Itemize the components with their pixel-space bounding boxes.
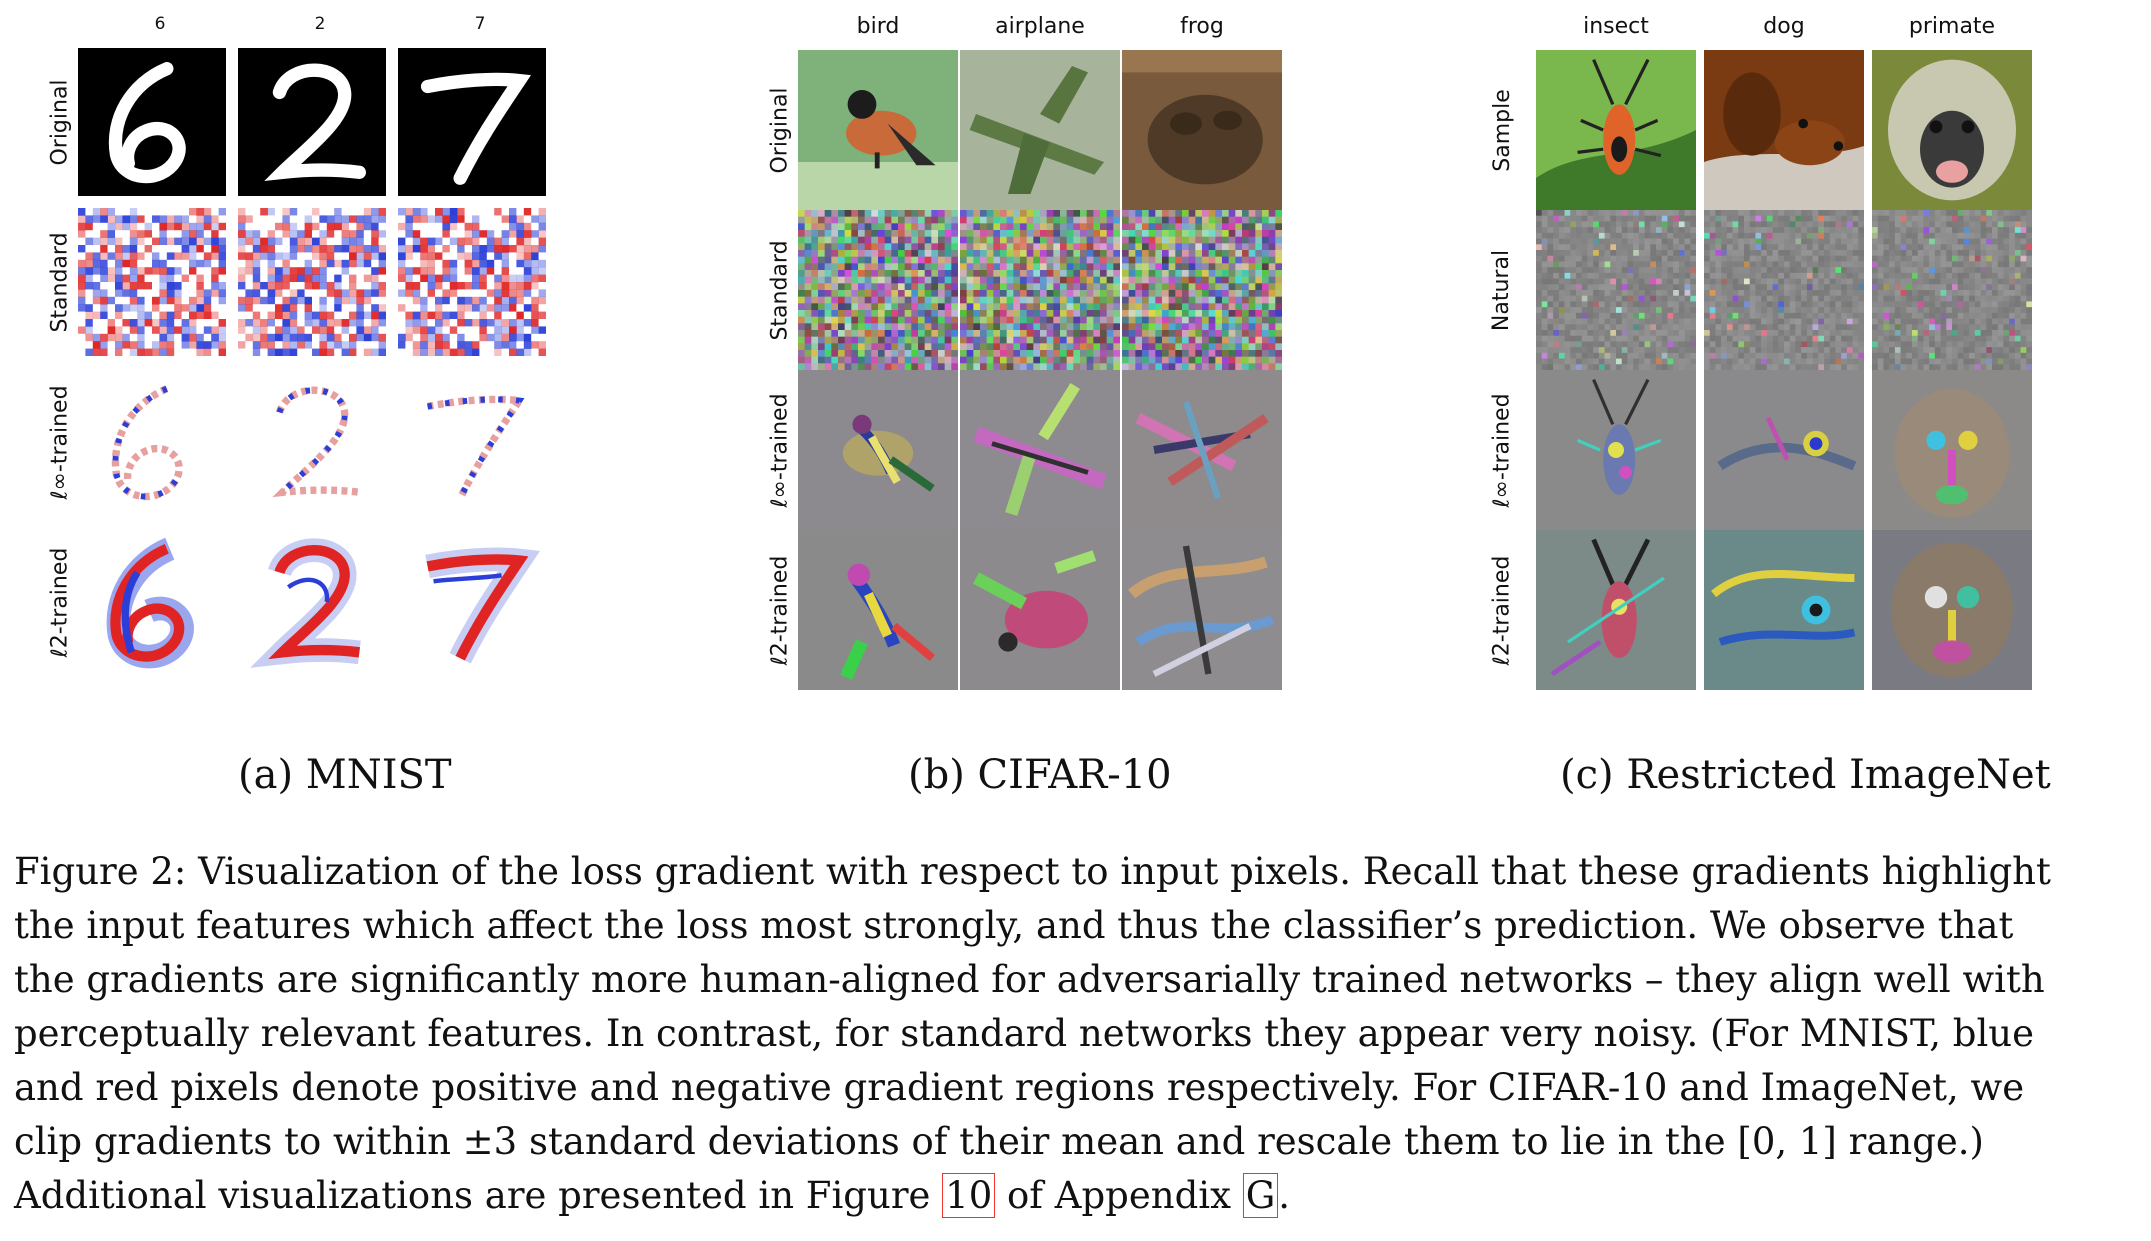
- caption-last-line: Additional visualizations are presented …: [14, 1169, 2144, 1223]
- cifar-original-bird: [798, 50, 958, 210]
- caption-line: perceptually relevant features. In contr…: [14, 1012, 2035, 1055]
- cifar-linf-bird: [798, 370, 958, 530]
- column-header: 7: [474, 14, 486, 34]
- imagenet-sample-insect: [1536, 50, 1696, 210]
- row-label: Original: [767, 86, 793, 174]
- imagenet-natural-primate: [1872, 210, 2032, 370]
- mnist-original-6: [78, 48, 226, 196]
- cifar-standard-bird: [798, 210, 958, 370]
- caption-line: the input features which affect the loss…: [14, 904, 2014, 947]
- mnist-l2-7: [398, 528, 546, 676]
- caption-line: Figure 2: Visualization of the loss grad…: [14, 850, 2051, 893]
- column-header: 2: [314, 14, 326, 34]
- imagenet-natural-dog: [1704, 210, 1864, 370]
- subcaption-mnist: (a) MNIST: [238, 752, 452, 798]
- imagenet-l2-insect: [1536, 530, 1696, 690]
- cifar-standard-frog: [1122, 210, 1282, 370]
- imagenet-linf-insect: [1536, 370, 1696, 530]
- imagenet-l2-dog: [1704, 530, 1864, 690]
- row-label: ℓ2-trained: [47, 547, 73, 657]
- caption-text: of Appendix: [995, 1174, 1243, 1217]
- caption-text: Additional visualizations are presented …: [14, 1174, 943, 1217]
- row-label: Sample: [1489, 88, 1515, 172]
- column-header: primate: [1908, 14, 1996, 39]
- mnist-l2-2: [238, 528, 386, 676]
- mnist-linf-6: [78, 368, 226, 516]
- mnist-original-2: [238, 48, 386, 196]
- column-header: airplane: [995, 14, 1085, 39]
- mnist-standard-6: [78, 208, 226, 356]
- imagenet-linf-dog: [1704, 370, 1864, 530]
- caption-text: .: [1278, 1174, 1291, 1217]
- imagenet-linf-primate: [1872, 370, 2032, 530]
- cifar-l2-airplane: [960, 530, 1120, 690]
- row-label: Standard: [767, 239, 793, 341]
- mnist-linf-7: [398, 368, 546, 516]
- row-label: ℓ∞-trained: [767, 392, 793, 508]
- cifar-l2-frog: [1122, 530, 1282, 690]
- row-label: Original: [47, 78, 73, 166]
- row-label: ℓ2-trained: [1489, 555, 1515, 665]
- column-header: insect: [1583, 14, 1649, 39]
- caption-line: clip gradients to within ±3 standard dev…: [14, 1120, 1984, 1163]
- column-header: 6: [154, 14, 166, 34]
- cifar-linf-airplane: [960, 370, 1120, 530]
- caption-line: the gradients are significantly more hum…: [14, 958, 2045, 1001]
- column-header: frog: [1180, 14, 1224, 39]
- mnist-original-7: [398, 48, 546, 196]
- mnist-standard-2: [238, 208, 386, 356]
- imagenet-sample-primate: [1872, 50, 2032, 210]
- column-header: dog: [1763, 14, 1805, 39]
- imagenet-l2-primate: [1872, 530, 2032, 690]
- column-header: bird: [856, 14, 900, 39]
- mnist-linf-2: [238, 368, 386, 516]
- cifar-original-airplane: [960, 50, 1120, 210]
- cifar-l2-bird: [798, 530, 958, 690]
- imagenet-sample-dog: [1704, 50, 1864, 210]
- mnist-l2-6: [78, 528, 226, 676]
- figure-caption: Figure 2: Visualization of the loss grad…: [14, 845, 2144, 1223]
- mnist-standard-7: [398, 208, 546, 356]
- row-label: Standard: [47, 231, 73, 333]
- cifar-linf-frog: [1122, 370, 1282, 530]
- imagenet-natural-insect: [1536, 210, 1696, 370]
- cifar-standard-airplane: [960, 210, 1120, 370]
- caption-line: and red pixels denote positive and negat…: [14, 1066, 2025, 1109]
- row-label: Natural: [1489, 249, 1515, 331]
- row-label: ℓ∞-trained: [47, 384, 73, 500]
- row-label: ℓ2-trained: [767, 555, 793, 665]
- subcaption-restricted-imagenet: (c) Restricted ImageNet: [1560, 752, 2051, 798]
- figure-10-link[interactable]: 10: [942, 1173, 996, 1218]
- cifar-original-frog: [1122, 50, 1282, 210]
- subcaption-cifar10: (b) CIFAR-10: [908, 752, 1172, 798]
- appendix-g-link[interactable]: G: [1242, 1173, 1279, 1218]
- row-label: ℓ∞-trained: [1489, 392, 1515, 508]
